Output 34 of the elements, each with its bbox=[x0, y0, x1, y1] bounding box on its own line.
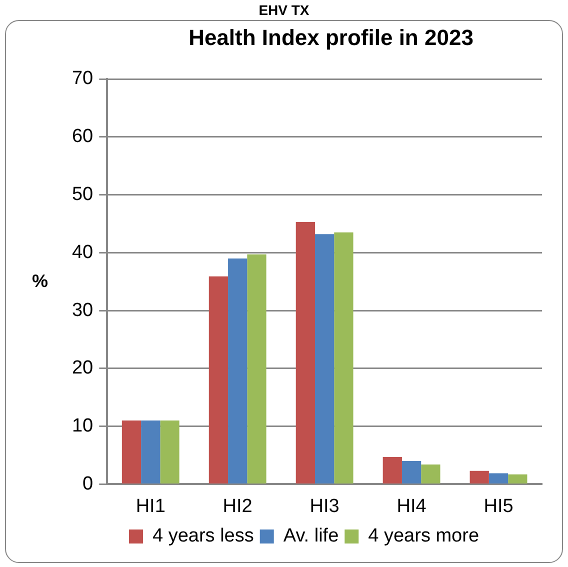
bar bbox=[160, 420, 180, 484]
x-tick-label: HI5 bbox=[484, 496, 514, 517]
bar bbox=[508, 474, 528, 484]
bar bbox=[382, 456, 402, 484]
bar bbox=[247, 254, 266, 484]
y-tick-label: 10 bbox=[72, 416, 94, 437]
legend-label: 4 years less bbox=[152, 526, 254, 547]
x-tick-label: HI4 bbox=[396, 496, 427, 517]
y-tick-label: 50 bbox=[72, 184, 94, 206]
x-tick-label: HI2 bbox=[222, 496, 252, 517]
legend-label: 4 years more bbox=[368, 526, 480, 547]
y-tick-label: 20 bbox=[72, 358, 94, 379]
bar bbox=[402, 461, 422, 484]
bar bbox=[470, 470, 489, 484]
bar bbox=[208, 276, 228, 484]
bar bbox=[488, 473, 508, 484]
y-tick-label: 30 bbox=[72, 300, 94, 321]
bar bbox=[334, 232, 354, 484]
bar bbox=[296, 222, 315, 484]
chart-title: EHV TX bbox=[258, 1, 310, 20]
x-tick-label: HI1 bbox=[136, 496, 166, 517]
y-tick-label: 0 bbox=[82, 473, 94, 494]
bar bbox=[315, 234, 334, 484]
y-tick-label: 60 bbox=[72, 126, 94, 148]
chart-subtitle: Health Index profile in 2023 bbox=[188, 25, 474, 51]
bar bbox=[122, 420, 142, 484]
bar bbox=[141, 420, 160, 484]
y-axis-title: % bbox=[32, 271, 48, 292]
y-tick-label: 70 bbox=[72, 68, 94, 90]
y-tick-label: 40 bbox=[72, 242, 94, 263]
bar bbox=[421, 464, 440, 484]
bar bbox=[228, 258, 248, 484]
x-tick-label: HI3 bbox=[310, 496, 340, 517]
legend-label: Av. life bbox=[283, 526, 339, 547]
